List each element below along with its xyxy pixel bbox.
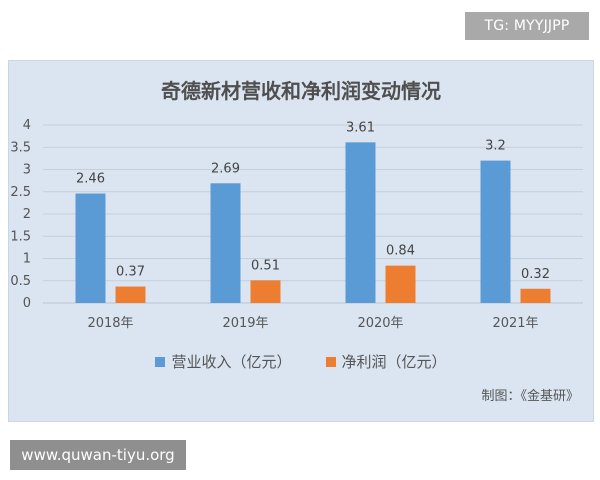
data-label-revenue: 3.2 <box>485 139 506 154</box>
bar-revenue <box>75 193 106 303</box>
y-tick-label: 0 <box>23 296 31 311</box>
data-label-profit: 0.32 <box>521 267 550 282</box>
y-tick-label: 3.5 <box>10 140 31 155</box>
bar-revenue <box>345 142 376 303</box>
bar-revenue <box>210 183 241 303</box>
bar-profit <box>520 288 551 303</box>
legend-item-revenue: 营业收入（亿元） <box>155 351 292 372</box>
y-tick-label: 2 <box>23 207 31 222</box>
legend-item-profit: 净利润（亿元） <box>325 351 447 372</box>
data-label-revenue: 2.69 <box>211 161 240 176</box>
y-tick-label: 0.5 <box>10 274 31 289</box>
legend-label-revenue: 营业收入（亿元） <box>171 353 292 371</box>
chart-plot-area: 00.511.522.533.542.460.372018年2.690.5120… <box>10 118 583 331</box>
bar-revenue <box>480 160 511 303</box>
y-tick-label: 2.5 <box>10 185 31 200</box>
bar-profit <box>385 265 416 303</box>
legend-swatch-revenue <box>155 356 166 367</box>
data-label-profit: 0.37 <box>116 265 145 280</box>
bottom-watermark-url: www.quwan-tiyu.org <box>10 440 186 470</box>
bar-profit <box>115 286 146 303</box>
y-tick-label: 4 <box>23 118 31 133</box>
chart-panel: 奇德新材营收和净利润变动情况 0 0.5 1 1.5 2 2.5 3 3.5 4 2.46 0.37… <box>8 60 594 422</box>
chart-credit: 制图：《金基研》 <box>481 389 579 404</box>
legend-label-profit: 净利润（亿元） <box>341 353 447 371</box>
chart-legend: 营业收入（亿元） 净利润（亿元） <box>9 351 593 372</box>
x-tick-label: 2020年 <box>357 316 403 331</box>
y-tick-label: 1.5 <box>10 229 31 244</box>
y-tick-label: 3 <box>23 163 31 178</box>
y-tick-label: 1 <box>23 252 31 267</box>
x-tick-label: 2018年 <box>87 316 133 331</box>
data-label-profit: 0.84 <box>386 244 415 259</box>
x-tick-label: 2021年 <box>492 316 538 331</box>
chart-title: 奇德新材营收和净利润变动情况 <box>161 79 441 103</box>
legend-swatch-profit <box>325 356 336 367</box>
data-label-revenue: 3.61 <box>346 120 375 135</box>
x-tick-label: 2019年 <box>222 316 268 331</box>
data-label-revenue: 2.46 <box>76 172 105 187</box>
data-label-profit: 0.51 <box>251 258 280 273</box>
bar-profit <box>250 280 281 303</box>
top-watermark-badge: TG: MYYJJPP <box>465 12 589 40</box>
